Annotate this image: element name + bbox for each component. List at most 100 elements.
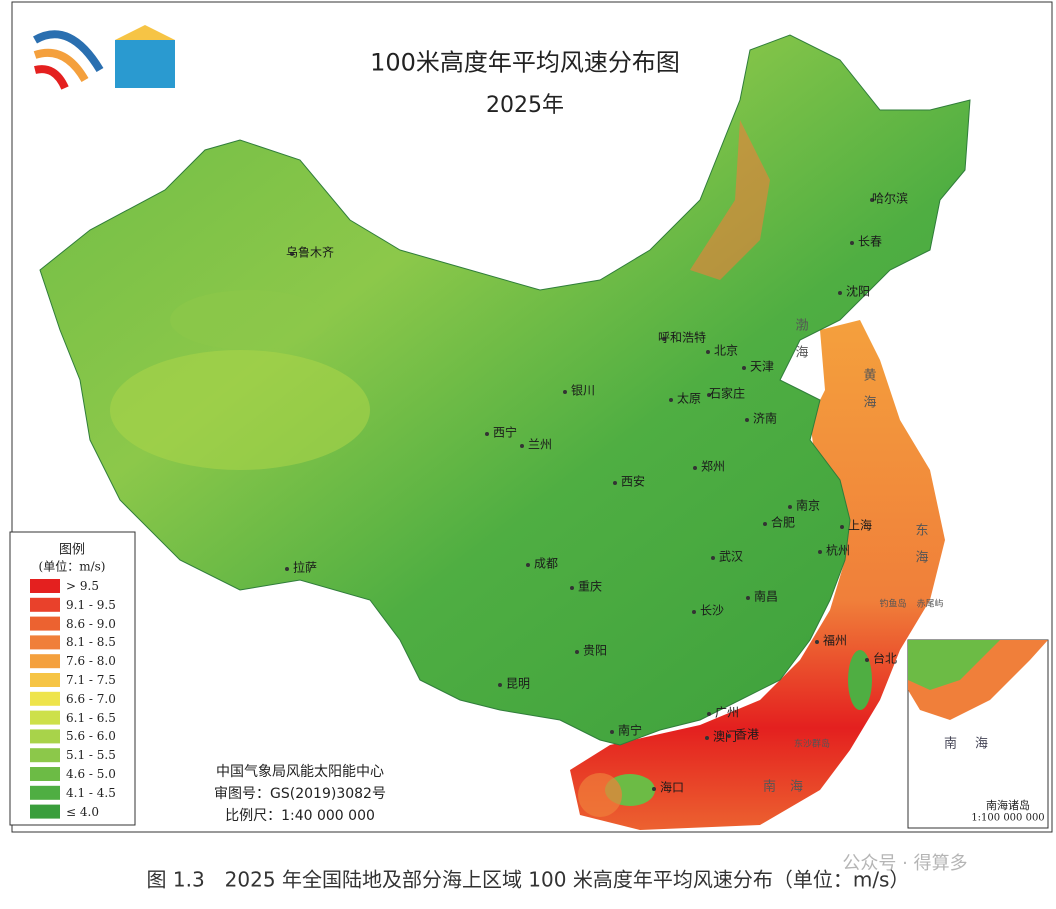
logo-arc <box>33 30 104 73</box>
legend-label: 5.6 - 6.0 <box>66 729 116 744</box>
city-label: 济南 <box>752 411 778 426</box>
city-label: 南宁 <box>617 723 643 738</box>
city-dot <box>613 481 617 485</box>
city-label: 拉萨 <box>292 560 318 575</box>
city-label: 贵阳 <box>582 643 608 658</box>
city-label: 天津 <box>749 359 775 374</box>
legend-swatch <box>30 767 60 781</box>
city-dot <box>850 241 854 245</box>
city-dot <box>870 198 874 202</box>
legend-swatch <box>30 729 60 744</box>
legend-unit: (单位：m/s) <box>38 559 106 574</box>
legend-swatch <box>30 691 60 706</box>
city-dot <box>763 522 767 526</box>
beibu-gulf-area <box>578 773 622 817</box>
city-dot <box>669 398 673 402</box>
credit: 审图号：GS(2019)3082号 <box>214 786 386 802</box>
city-label: 南昌 <box>753 589 779 604</box>
basin-area <box>170 290 330 350</box>
city-dot <box>818 550 822 554</box>
legend-title: 图例 <box>58 542 86 558</box>
sea-label: 东海 <box>912 523 928 577</box>
city-dot <box>570 586 574 590</box>
city-dot <box>840 525 844 529</box>
city-label: 乌鲁木齐 <box>285 245 335 260</box>
legend-label: 9.1 - 9.5 <box>66 597 116 612</box>
city-dot <box>575 650 579 654</box>
city-label: 银川 <box>570 383 596 398</box>
city-dot <box>815 640 819 644</box>
inset-land <box>908 640 1000 690</box>
legend-label: 8.1 - 8.5 <box>66 635 116 650</box>
city-dot <box>706 350 710 354</box>
city-label: 昆明 <box>505 676 531 691</box>
offshore-wind-area <box>570 320 945 830</box>
inset-scale: 1:100 000 000 <box>971 812 1045 824</box>
city-label: 成都 <box>533 556 559 571</box>
logo <box>33 25 175 90</box>
city-dot <box>693 466 697 470</box>
sea-label: 渤海 <box>792 318 808 372</box>
city-label: 海口 <box>659 780 685 795</box>
sea-label: 南海 <box>762 779 818 795</box>
legend-label: 4.1 - 4.5 <box>66 785 116 800</box>
city-dot <box>290 252 294 256</box>
watermark: 公众号 · 得算多 <box>842 853 968 874</box>
legend-swatch <box>30 710 60 725</box>
city-label: 长沙 <box>699 603 725 618</box>
legend-label: > 9.5 <box>66 579 99 593</box>
caption: 图 1.3 2025 年全国陆地及部分海上区域 100 米高度年平均风速分布（单… <box>146 867 910 892</box>
city-label: 杭州 <box>825 543 851 558</box>
legend-swatch <box>30 785 60 800</box>
city-label: 北京 <box>713 343 739 358</box>
city-dot <box>745 418 749 422</box>
city-dot <box>705 736 709 740</box>
legend-swatch <box>30 804 60 819</box>
city-dot <box>865 658 869 662</box>
city-label: 兰州 <box>527 437 553 452</box>
city-label: 上海 <box>847 518 873 533</box>
legend-label: 6.6 - 7.0 <box>66 691 116 706</box>
city-label: 太原 <box>676 391 702 406</box>
legend-label: 7.1 - 7.5 <box>66 673 116 687</box>
sea-label: 东沙群岛 <box>793 739 831 750</box>
plateau-area <box>110 350 370 470</box>
city-dot <box>838 291 842 295</box>
city-dot <box>707 393 711 397</box>
legend-label: 4.6 - 5.0 <box>66 767 116 781</box>
map-year: 2025年 <box>486 93 564 118</box>
logo-arc <box>34 65 69 90</box>
city-label: 重庆 <box>577 579 603 594</box>
city-dot <box>610 730 614 734</box>
city-dot <box>563 390 567 394</box>
legend-label: ≤ 4.0 <box>66 804 99 819</box>
city-label: 南京 <box>795 498 821 513</box>
logo-roof <box>115 25 175 40</box>
city-dot <box>727 734 731 738</box>
inset-title: 南海诸岛 <box>986 799 1030 812</box>
city-label: 沈阳 <box>845 284 871 299</box>
legend-swatch <box>30 673 60 687</box>
city-label: 台北 <box>872 651 898 666</box>
legend-swatch <box>30 748 60 763</box>
city-dot <box>788 505 792 509</box>
city-dot <box>285 567 289 571</box>
sea-label: 钓鱼岛 <box>879 599 907 610</box>
city-label: 西安 <box>620 474 646 489</box>
city-dot <box>711 556 715 560</box>
city-label: 福州 <box>822 633 848 648</box>
city-dot <box>662 337 666 341</box>
city-label: 广州 <box>714 705 740 720</box>
city-dot <box>485 432 489 436</box>
city-dot <box>498 683 502 687</box>
city-label: 西宁 <box>492 425 518 440</box>
logo-arc <box>33 48 89 83</box>
legend-swatch <box>30 579 60 593</box>
ridge-area <box>690 120 770 280</box>
city-label: 合肥 <box>770 515 796 530</box>
city-dot <box>746 596 750 600</box>
credit: 比例尺：1:40 000 000 <box>225 808 375 824</box>
legend-swatch <box>30 616 60 631</box>
legend-label: 7.6 - 8.0 <box>66 654 116 669</box>
